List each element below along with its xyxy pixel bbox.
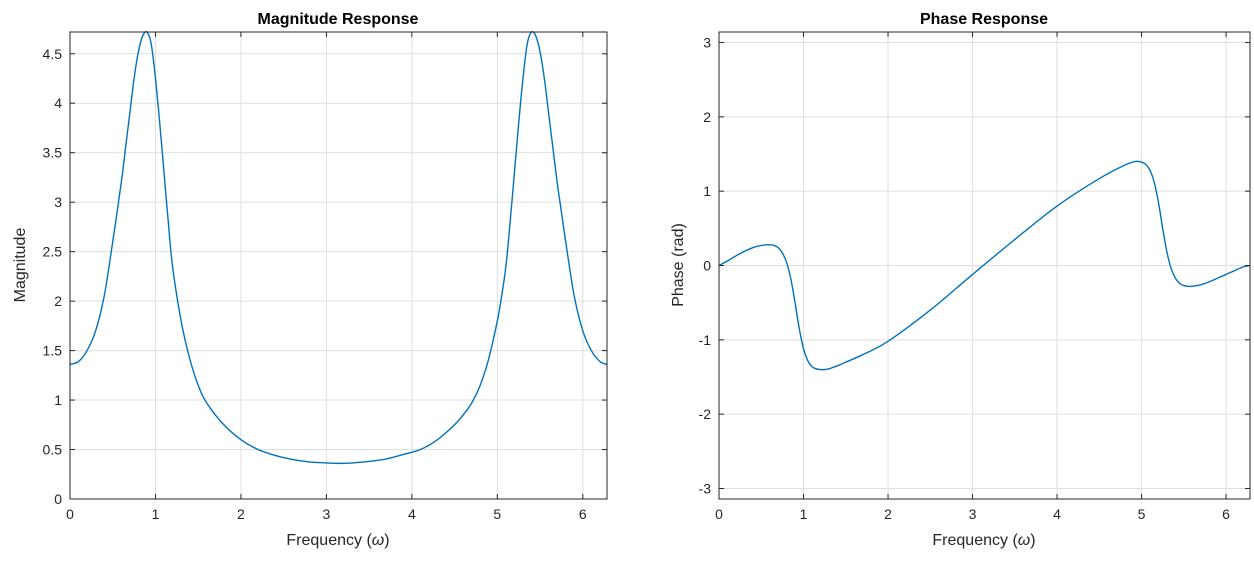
phase-x-tick-label: 1 (800, 506, 808, 522)
phase-x-tick-label: 3 (969, 506, 977, 522)
magnitude-x-tick-label: 6 (579, 506, 587, 522)
magnitude-series-line (69, 30, 608, 465)
phase-xlabel-close: ) (1030, 532, 1035, 549)
magnitude-xlabel: Frequency (ω) (286, 532, 389, 549)
phase-xlabel: Frequency (ω) (932, 532, 1035, 549)
magnitude-y-tick-label: 4.5 (43, 46, 63, 62)
magnitude-y-tick-label: 2.5 (43, 244, 63, 260)
magnitude-xlabel-text: Frequency ( (286, 532, 372, 549)
phase-x-tick-label: 4 (1053, 506, 1061, 522)
magnitude-x-tick-label: 5 (493, 506, 501, 522)
magnitude-x-tick-label: 1 (152, 506, 160, 522)
magnitude-y-tick-label: 4 (54, 95, 62, 111)
magnitude-x-tick-label: 4 (408, 506, 416, 522)
phase-y-tick-label: 0 (703, 258, 711, 274)
phase-title: Phase Response (920, 11, 1048, 28)
magnitude-y-tick-label: 0.5 (43, 442, 63, 458)
magnitude-y-tick-label: 3 (54, 194, 62, 210)
phase-xlabel-text: Frequency ( (932, 532, 1018, 549)
magnitude-y-tick-label: 2 (54, 293, 62, 309)
phase-x-tick-label: 0 (715, 506, 723, 522)
magnitude-axes-box (69, 31, 608, 500)
magnitude-x-tick-label: 3 (322, 506, 330, 522)
magnitude-y-tick-label: 1 (54, 392, 62, 408)
magnitude-title: Magnitude Response (258, 11, 419, 28)
phase-panel: 0 1 2 3 4 5 6 -3 -2 -1 0 1 2 3 Phase Response Frequen… (670, 11, 1251, 549)
phase-y-tick-label: -3 (699, 480, 712, 496)
phase-xlabel-omega: ω (1018, 532, 1030, 549)
magnitude-y-tick-label: 3.5 (43, 145, 63, 161)
phase-y-tick-label: -1 (699, 332, 712, 348)
phase-ticks: 0 1 2 3 4 5 6 -3 -2 -1 0 1 2 3 (699, 32, 1250, 522)
phase-x-tick-label: 5 (1138, 506, 1146, 522)
phase-x-tick-label: 6 (1222, 506, 1230, 522)
phase-y-tick-label: 3 (703, 35, 711, 51)
magnitude-y-tick-label: 1.5 (43, 343, 63, 359)
magnitude-panel: 0 1 2 3 4 5 6 0 0.5 1 1.5 2 2.5 3 3.5 4 4.5 Magnitude Re… (12, 11, 608, 549)
magnitude-ticks: 0 1 2 3 4 5 6 0 0.5 1 1.5 2 2.5 3 3.5 4 4.5 (43, 32, 607, 522)
phase-y-tick-label: -2 (699, 406, 712, 422)
phase-y-tick-label: 2 (703, 109, 711, 125)
magnitude-ylabel: Magnitude (12, 228, 29, 303)
phase-x-tick-label: 2 (884, 506, 892, 522)
phase-series-line (718, 160, 1251, 371)
magnitude-x-tick-label: 2 (237, 506, 245, 522)
magnitude-grid (69, 32, 607, 500)
magnitude-x-tick-label: 0 (66, 506, 74, 522)
phase-grid (718, 32, 1250, 499)
magnitude-y-tick-label: 0 (54, 491, 62, 507)
magnitude-xlabel-close: ) (384, 532, 389, 549)
phase-y-tick-label: 1 (703, 183, 711, 199)
phase-ylabel: Phase (rad) (670, 223, 687, 307)
magnitude-xlabel-omega: ω (372, 532, 384, 549)
